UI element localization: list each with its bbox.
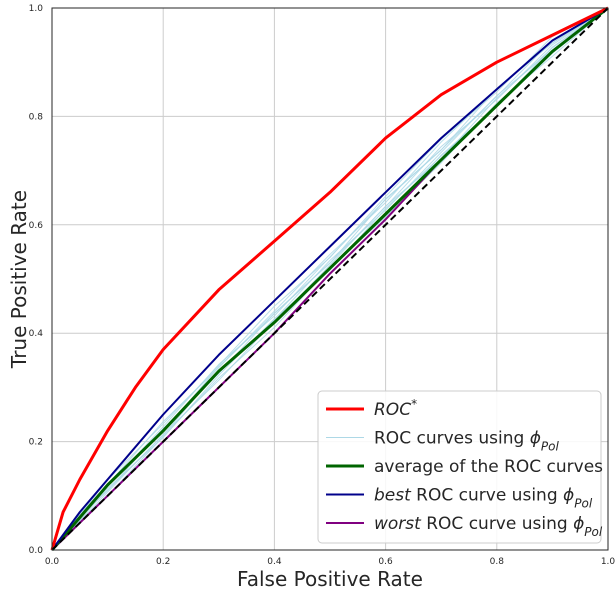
legend-label-roc-curves-phi: ROC curves using ϕPol	[374, 429, 559, 454]
y-tick-label: 0.6	[29, 221, 44, 231]
legend-label-roc-star: ROC*	[374, 397, 417, 420]
x-tick-label: 0.4	[267, 557, 282, 567]
x-tick-label: 1.0	[601, 557, 616, 567]
x-tick-label: 0.2	[156, 557, 170, 567]
series-best-line	[51, 7, 609, 551]
tick-labels: 0.0 0.2 0.4 0.6 0.8 1.0 0.0 0.2 0.4 0.6 0.8 1.0	[29, 4, 616, 567]
x-tick-label: 0.6	[378, 557, 393, 567]
series-average-line	[50, 6, 609, 551]
legend: ROC* ROC curves using ϕPol average of the …	[317, 390, 603, 544]
y-tick-label: 0.8	[29, 112, 44, 122]
y-axis-label: True Positive Rate	[7, 190, 31, 369]
legend-label-worst: worst ROC curve using ϕPol	[374, 514, 603, 539]
y-tick-label: 0.2	[29, 438, 43, 448]
x-axis-label: False Positive Rate	[237, 567, 423, 591]
roc-curve-phi-pol	[51, 7, 609, 551]
x-tick-label: 0.0	[45, 557, 60, 567]
legend-label-best: best ROC curve using ϕPol	[374, 486, 593, 511]
series-lines	[50, 6, 609, 551]
series-roc-star-line	[50, 6, 609, 551]
y-tick-label: 0.0	[29, 546, 44, 556]
legend-box	[317, 390, 602, 544]
plot-frame	[51, 7, 609, 551]
series-chance-line	[51, 7, 609, 551]
y-tick-label: 1.0	[29, 4, 44, 14]
x-tick-label: 0.8	[490, 557, 505, 567]
legend-label-average: average of the ROC curves	[374, 457, 603, 477]
y-tick-label: 0.4	[29, 329, 44, 339]
